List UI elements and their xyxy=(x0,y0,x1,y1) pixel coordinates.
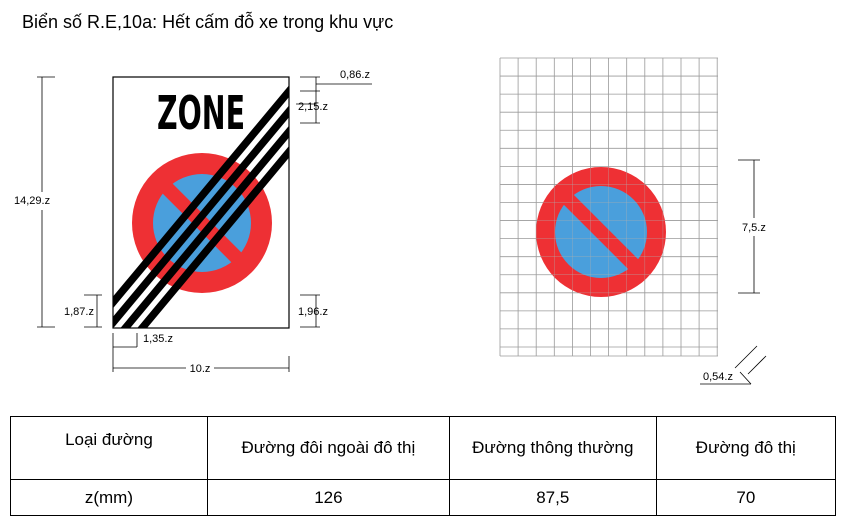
dim-width: 10.z xyxy=(190,363,211,375)
end-of-zone-sign: ZONE xyxy=(112,76,290,329)
grid-dimension-lines xyxy=(700,159,767,385)
table-header-row: Loại đường Đường đôi ngoài đô thị Đường … xyxy=(10,416,837,480)
table-row: z(mm) 126 87,5 70 xyxy=(10,479,837,516)
dim-zone-height: 2,15.z xyxy=(298,101,328,113)
value-divided-rural: 126 xyxy=(206,479,450,516)
row-label: z(mm) xyxy=(10,479,208,516)
dim-left-bottom-horizontal: 1,35.z xyxy=(143,333,173,345)
header-divided-rural: Đường đôi ngoài đô thị xyxy=(206,416,450,480)
header-road-type: Loại đường xyxy=(10,416,208,480)
sign-figure: ZONE xyxy=(14,57,767,385)
header-urban-road: Đường đô thị xyxy=(655,416,837,480)
zone-text: ZONE xyxy=(157,86,245,140)
dim-left-bottom-vertical: 1,87.z xyxy=(64,306,94,318)
construction-grid xyxy=(499,57,718,357)
page-title: Biển số R.E,10a: Hết cấm đỗ xe trong khu… xyxy=(22,12,394,32)
dim-circle-diameter: 7,5.z xyxy=(742,222,766,234)
value-urban-road: 70 xyxy=(655,479,837,516)
grid-figure xyxy=(499,57,718,357)
dim-right-bottom-vertical: 1,96.z xyxy=(298,306,328,318)
grid-no-parking-symbol xyxy=(536,167,666,297)
cancellation-stripes xyxy=(113,85,289,328)
dim-grid-cell: 0,54.z xyxy=(703,371,733,383)
dimension-lines xyxy=(37,76,372,372)
size-table: Loại đường Đường đôi ngoài đô thị Đường … xyxy=(10,416,837,516)
value-ordinary-road: 87,5 xyxy=(448,479,657,516)
dim-height: 14,29.z xyxy=(14,195,50,207)
dim-top-margin: 0,86.z xyxy=(340,69,370,81)
header-ordinary-road: Đường thông thường xyxy=(448,416,657,480)
